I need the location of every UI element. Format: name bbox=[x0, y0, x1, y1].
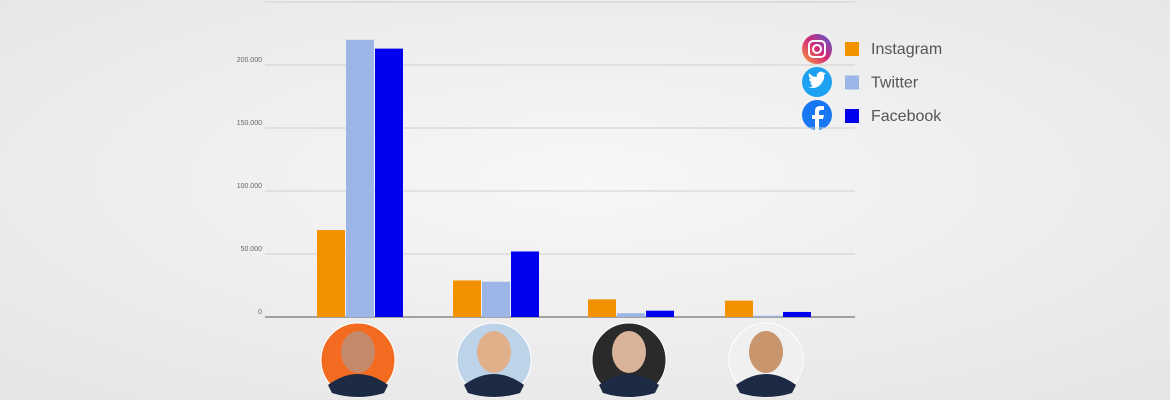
legend-swatch bbox=[845, 42, 859, 56]
instagram-glyph bbox=[812, 44, 822, 54]
bar bbox=[588, 299, 616, 317]
bar bbox=[453, 280, 481, 317]
bar bbox=[646, 310, 674, 317]
portrait-body bbox=[328, 374, 388, 397]
bar bbox=[317, 230, 345, 317]
bar bbox=[511, 251, 539, 317]
y-tick-label: 150.000 bbox=[237, 120, 262, 127]
portrait-face bbox=[341, 331, 375, 373]
portrait-face bbox=[749, 331, 783, 373]
twitter-glyph bbox=[808, 71, 826, 88]
y-tick-label: 250.000 bbox=[237, 0, 262, 1]
instagram-icon bbox=[802, 34, 832, 64]
bar bbox=[482, 281, 510, 317]
bar bbox=[725, 300, 753, 317]
portrait-body bbox=[464, 374, 524, 397]
y-tick-label: 100.000 bbox=[237, 183, 262, 190]
y-tick-label: 0 bbox=[258, 309, 262, 316]
legend-swatch bbox=[845, 109, 859, 123]
portrait-face bbox=[477, 331, 511, 373]
portrait-body bbox=[599, 374, 659, 397]
legend-label: Facebook bbox=[871, 108, 942, 125]
legend-icons bbox=[802, 34, 832, 130]
portrait-face bbox=[612, 331, 646, 373]
y-tick-label: 50.000 bbox=[241, 246, 263, 253]
legend-swatch bbox=[845, 75, 859, 90]
bar bbox=[783, 311, 811, 317]
facebook-glyph bbox=[812, 106, 824, 130]
legend-label: Instagram bbox=[871, 41, 942, 58]
bar bbox=[346, 39, 374, 318]
bar bbox=[375, 48, 403, 318]
y-tick-label: 200.000 bbox=[237, 57, 262, 64]
portrait-body bbox=[736, 374, 796, 397]
bar bbox=[617, 313, 645, 317]
legend-label: Twitter bbox=[871, 75, 919, 92]
bar bbox=[754, 315, 782, 317]
instagram-glyph bbox=[808, 40, 826, 58]
